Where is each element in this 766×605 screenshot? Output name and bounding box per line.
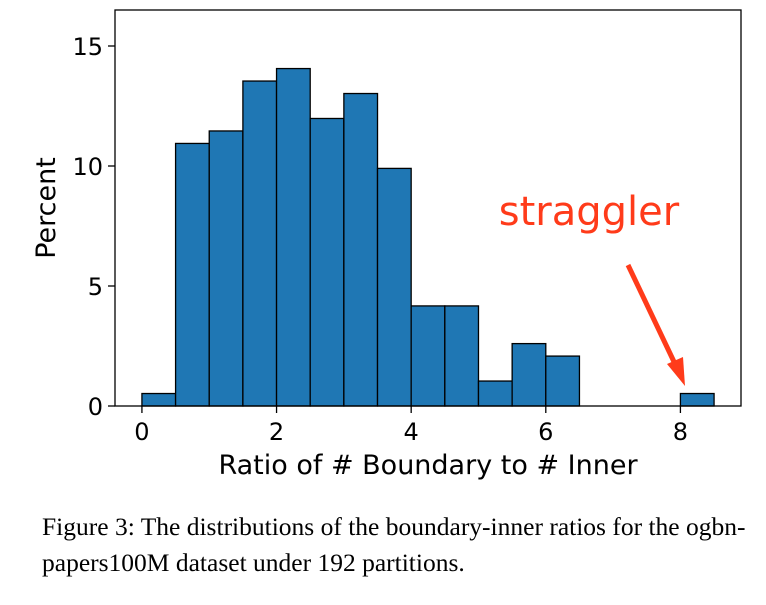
histogram-bar-11 <box>511 342 547 407</box>
y-axis-ticks: 0 5 10 15 <box>72 33 115 421</box>
y-tick-label: 10 <box>72 153 103 181</box>
histogram-bar-4 <box>275 67 311 407</box>
histogram-bar-7 <box>376 167 412 407</box>
x-tick-label: 6 <box>538 418 553 446</box>
arrow-shaft <box>625 263 679 368</box>
bars-group <box>141 67 715 407</box>
arrow-head <box>667 357 685 386</box>
histogram-bar-1 <box>174 142 210 407</box>
histogram-bar-10 <box>477 380 513 407</box>
x-axis-label: Ratio of # Boundary to # Inner <box>218 450 638 481</box>
x-tick-label: 0 <box>134 418 149 446</box>
y-tick-label: 15 <box>72 33 103 61</box>
histogram-bar-2 <box>208 130 244 407</box>
histogram-bar-12 <box>545 355 581 407</box>
histogram-bar-8 <box>410 305 446 407</box>
y-axis-label: Percent <box>31 157 62 259</box>
histogram-bar-13 <box>679 392 715 407</box>
histogram-chart: 0 2 4 6 8 0 5 10 15 Ratio of # Boundary to # In… <box>31 9 742 481</box>
histogram-bar-9 <box>444 305 480 407</box>
x-tick-label: 2 <box>269 418 284 446</box>
histogram-bar-6 <box>343 92 379 407</box>
straggler-annotation: straggler <box>499 189 680 235</box>
x-tick-label: 8 <box>673 418 688 446</box>
x-tick-label: 4 <box>404 418 419 446</box>
straggler-arrow <box>625 263 685 386</box>
histogram-bar-5 <box>309 117 345 407</box>
y-tick-label: 5 <box>88 273 103 301</box>
plot-frame <box>114 9 742 407</box>
x-axis-ticks: 0 2 4 6 8 <box>134 406 688 446</box>
y-tick-label: 0 <box>88 393 103 421</box>
histogram-bar-3 <box>242 80 278 407</box>
histogram-bar-0 <box>141 392 177 407</box>
figure-caption: Figure 3: The distributions of the bound… <box>42 512 746 577</box>
